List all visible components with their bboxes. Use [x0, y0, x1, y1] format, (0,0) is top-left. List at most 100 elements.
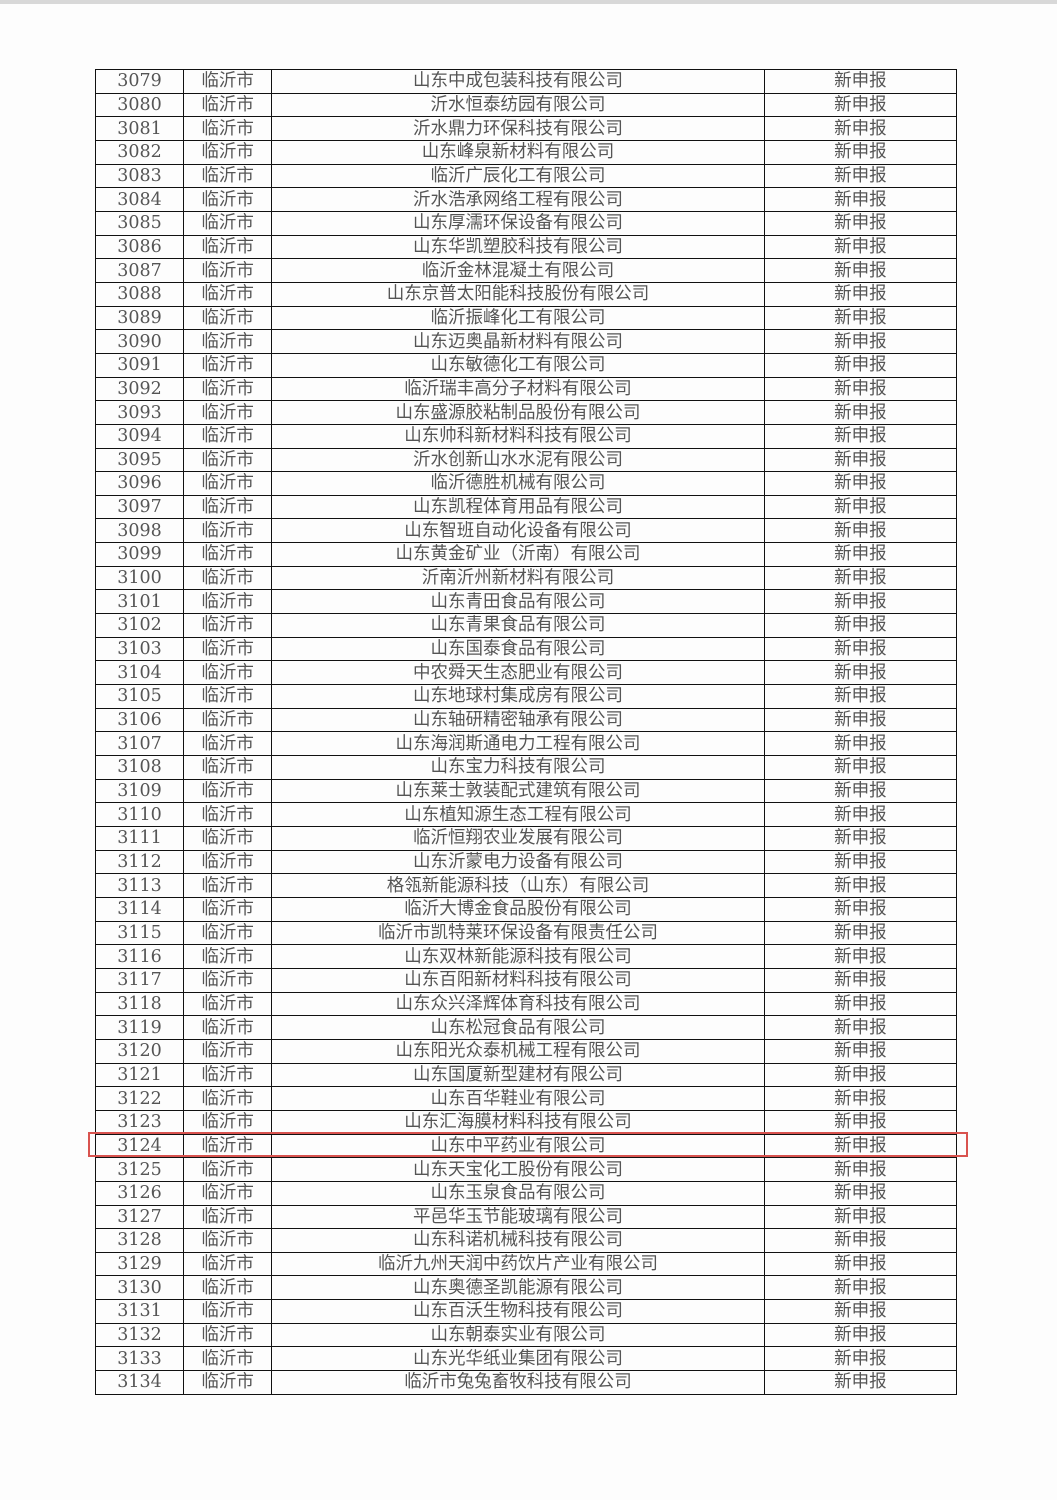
row-number: 3110 [94, 802, 185, 827]
row-number: 3083 [94, 163, 185, 189]
table-row: 3120 临沂市 山东阳光众泰机械工程有限公司 新申报 [94, 1038, 958, 1064]
row-number: 3096 [94, 471, 185, 496]
city-cell: 临沂市 [183, 258, 273, 283]
row-number: 3113 [94, 873, 185, 898]
table-row: 3092 临沂市 临沂瑞丰高分子材料有限公司 新申报 [94, 376, 958, 402]
status-cell: 新申报 [763, 423, 958, 449]
row-number: 3102 [94, 613, 185, 638]
status-cell: 新申报 [763, 684, 958, 709]
city-cell: 临沂市 [183, 755, 273, 780]
table-row: 3119 临沂市 山东松冠食品有限公司 新申报 [94, 1015, 958, 1040]
row-number: 3129 [94, 1251, 185, 1277]
company-name: 临沂市兔兔畜牧科技有限公司 [271, 1370, 765, 1395]
company-name: 临沂大博金食品股份有限公司 [271, 896, 765, 922]
row-number: 3117 [94, 967, 185, 993]
city-cell: 临沂市 [183, 1228, 273, 1253]
table-row: 3104 临沂市 中农舜天生态肥业有限公司 新申报 [94, 660, 958, 686]
city-cell: 临沂市 [183, 1086, 273, 1111]
row-number: 3091 [94, 352, 185, 378]
row-number: 3089 [94, 305, 185, 331]
table-row: 3108 临沂市 山东宝力科技有限公司 新申报 [94, 755, 958, 780]
row-number: 3134 [94, 1370, 185, 1395]
company-list-table: 3079 临沂市 山东中成包装科技有限公司 新申报 3080 临沂市 沂水恒泰纺园有限公司新… [94, 69, 958, 1395]
row-number: 3101 [94, 589, 185, 615]
row-number: 3095 [94, 447, 185, 473]
table-row: 3115 临沂市 临沂市凯特莱环保设备有限责任公司 新申报 [94, 920, 958, 946]
company-name: 沂水恒泰纺园有限公司 [271, 92, 765, 118]
city-cell: 临沂市 [183, 802, 273, 827]
table-row: 3133 临沂市 山东光华纸业集团有限公司 新申报 [94, 1346, 958, 1372]
company-name: 山东玉泉食品有限公司 [271, 1180, 765, 1206]
city-cell: 临沂市 [183, 1251, 273, 1277]
company-name: 山东海润斯通电力工程有限公司 [271, 731, 765, 757]
table-row: 3100 临沂市 沂南沂州新材料有限公司 新申报 [94, 565, 958, 591]
status-cell: 新申报 [763, 636, 958, 662]
company-name: 山东松冠食品有限公司 [271, 1015, 765, 1040]
row-number: 3115 [94, 920, 185, 946]
table-row: 3128 临沂市 山东科诺机械科技有限公司 新申报 [94, 1228, 958, 1253]
company-name: 临沂市凯特莱环保设备有限责任公司 [271, 920, 765, 946]
status-cell: 新申报 [763, 589, 958, 615]
status-cell: 新申报 [763, 896, 958, 922]
row-number: 3088 [94, 281, 185, 307]
status-cell: 新申报 [763, 163, 958, 189]
table-row: 3109 临沂市 山东莱士敦装配式建筑有限公司 新申报 [94, 778, 958, 804]
company-name: 山东奥德圣凯能源有限公司 [271, 1275, 765, 1301]
company-name: 山东百阳新材料科技有限公司 [271, 967, 765, 993]
city-cell: 临沂市 [183, 660, 273, 686]
status-cell: 新申报 [763, 1015, 958, 1040]
table-row: 3083 临沂市 临沂广辰化工有限公司 新申报 [94, 163, 958, 189]
status-cell: 新申报 [763, 1251, 958, 1277]
row-number: 3106 [94, 707, 185, 733]
company-name: 山东敏德化工有限公司 [271, 352, 765, 378]
company-name: 平邑华玉节能玻璃有限公司 [271, 1204, 765, 1230]
company-name: 临沂恒翔农业发展有限公司 [271, 826, 765, 851]
city-cell: 临沂市 [183, 1133, 273, 1159]
status-cell: 新申报 [763, 1157, 958, 1182]
row-number: 3099 [94, 542, 185, 567]
table-row: 3102 临沂市 山东青果食品有限公司 新申报 [94, 613, 958, 638]
city-cell: 临沂市 [183, 873, 273, 898]
company-name: 临沂广辰化工有限公司 [271, 163, 765, 189]
status-cell: 新申报 [763, 849, 958, 875]
status-cell: 新申报 [763, 660, 958, 686]
status-cell: 新申报 [763, 281, 958, 307]
table-row: 3081 临沂市 沂水鼎力环保科技有限公司 新申报 [94, 116, 958, 141]
company-name: 山东凯程体育用品有限公司 [271, 494, 765, 520]
city-cell: 临沂市 [183, 1322, 273, 1348]
status-cell: 新申报 [763, 731, 958, 757]
row-number: 3100 [94, 565, 185, 591]
status-cell: 新申报 [763, 944, 958, 969]
row-number: 3084 [94, 187, 185, 212]
company-name: 山东峰泉新材料有限公司 [271, 139, 765, 165]
city-cell: 临沂市 [183, 210, 273, 236]
status-cell: 新申报 [763, 1346, 958, 1372]
table-row: 3103 临沂市 山东国泰食品有限公司 新申报 [94, 636, 958, 662]
city-cell: 临沂市 [183, 281, 273, 307]
status-cell: 新申报 [763, 376, 958, 402]
status-cell: 新申报 [763, 565, 958, 591]
company-name: 山东轴研精密轴承有限公司 [271, 707, 765, 733]
status-cell: 新申报 [763, 92, 958, 118]
city-cell: 临沂市 [183, 1204, 273, 1230]
company-name: 山东国泰食品有限公司 [271, 636, 765, 662]
table-row: 3088 临沂市 山东京普太阳能科技股份有限公司 新申报 [94, 281, 958, 307]
table-row: 3124 临沂市 山东中平药业有限公司 新申报 [94, 1133, 958, 1159]
city-cell: 临沂市 [183, 896, 273, 922]
company-name: 临沂九州天润中药饮片产业有限公司 [271, 1251, 765, 1277]
company-name: 山东青田食品有限公司 [271, 589, 765, 615]
table-row: 3080 临沂市 沂水恒泰纺园有限公司 新申报 [94, 92, 958, 118]
row-number: 3120 [94, 1038, 185, 1064]
company-name: 山东朝泰实业有限公司 [271, 1322, 765, 1348]
city-cell: 临沂市 [183, 471, 273, 496]
status-cell: 新申报 [763, 1299, 958, 1324]
row-number: 3118 [94, 991, 185, 1017]
status-cell: 新申报 [763, 234, 958, 260]
status-cell: 新申报 [763, 352, 958, 378]
city-cell: 临沂市 [183, 613, 273, 638]
city-cell: 临沂市 [183, 518, 273, 544]
city-cell: 临沂市 [183, 636, 273, 662]
status-cell: 新申报 [763, 447, 958, 473]
row-number: 3098 [94, 518, 185, 544]
row-number: 3107 [94, 731, 185, 757]
